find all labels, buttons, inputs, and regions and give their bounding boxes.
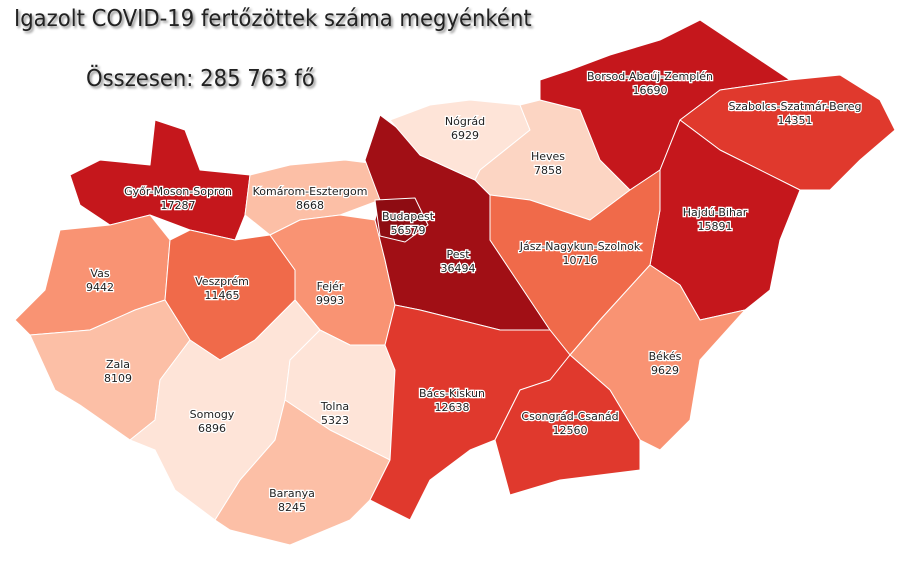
map-title: Igazolt COVID-19 fertőzöttek száma megyé… (14, 6, 532, 32)
county-value-label: 10716 (563, 254, 598, 267)
county-shape (369, 304, 571, 521)
county-value-label: 12638 (435, 401, 470, 414)
county-name-label: Vas (90, 267, 109, 280)
county-value-label: 6896 (198, 422, 226, 435)
county-value-label: 56579 (391, 224, 426, 237)
county-shape (374, 197, 429, 243)
county-name-label: Bács-Kiskun (419, 387, 485, 400)
county-shape (539, 19, 791, 191)
county-shape (69, 119, 251, 241)
county-name-label: Zala (106, 358, 130, 371)
county-name-label: Békés (649, 350, 682, 363)
county-name-label: Budapest (382, 210, 435, 223)
county-shape (494, 354, 641, 496)
county-name-label: Fejér (317, 280, 344, 293)
county-name-label: Nógrád (445, 115, 485, 128)
county-value-label: 36494 (441, 262, 476, 275)
county-name-label: Komárom-Esztergom (253, 185, 368, 198)
county-value-label: 9442 (86, 281, 114, 294)
county-shape (244, 159, 386, 236)
county-value-label: 8109 (104, 372, 132, 385)
county-name-label: Győr-Moson-Sopron (124, 185, 232, 198)
county-name-label: Veszprém (195, 275, 249, 288)
county-name-label: Somogy (190, 408, 235, 421)
county-value-label: 9993 (316, 294, 344, 307)
county-value-label: 7858 (534, 164, 562, 177)
county-value-label: 8245 (278, 501, 306, 514)
county-name-label: Baranya (269, 487, 315, 500)
county-name-label: Pest (446, 248, 470, 261)
county-shape (214, 399, 391, 546)
county-value-label: 17287 (161, 199, 196, 212)
county-value-label: 12560 (553, 424, 588, 437)
county-value-label: 11465 (205, 289, 240, 302)
total-count: Összesen: 285 763 fő (86, 66, 315, 92)
county-value-label: 14351 (778, 114, 813, 127)
county-name-label: Tolna (320, 400, 349, 413)
county-value-label: 16690 (633, 84, 668, 97)
county-name-label: Szabolcs-Szatmár-Bereg (728, 100, 861, 113)
county-value-label: 15891 (698, 220, 733, 233)
county-name-label: Borsod-Abaúj-Zemplén (587, 70, 713, 83)
county-value-label: 9629 (651, 364, 679, 377)
county-shape (679, 74, 896, 191)
county-value-label: 8668 (296, 199, 324, 212)
county-name-label: Csongrád-Csanád (521, 410, 618, 423)
county-value-label: 6929 (451, 129, 479, 142)
county-name-label: Heves (531, 150, 565, 163)
county-name-label: Hajdú-Bihar (683, 206, 748, 219)
county-name-label: Jász-Nagykun-Szolnok (519, 240, 641, 253)
county-value-label: 5323 (321, 414, 349, 427)
